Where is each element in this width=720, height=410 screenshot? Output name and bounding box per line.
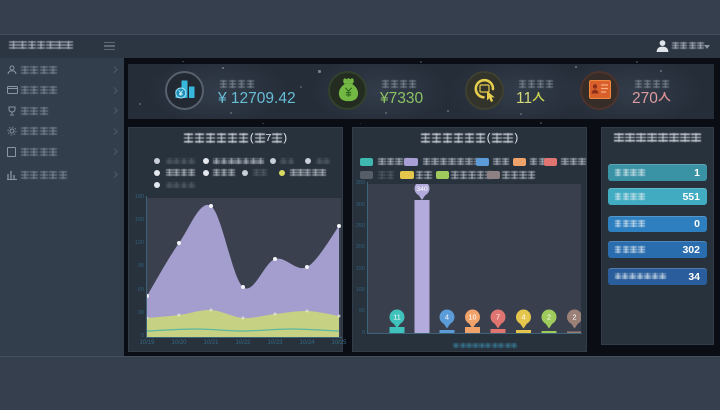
svg-text:4: 4 [445, 313, 449, 322]
svg-text:4: 4 [522, 313, 526, 322]
svg-text:11: 11 [393, 313, 400, 322]
svg-text:2: 2 [547, 313, 551, 322]
svg-text:340: 340 [416, 186, 428, 193]
svg-text:2: 2 [573, 313, 577, 322]
svg-text:10: 10 [469, 313, 477, 322]
svg-text:7: 7 [496, 313, 500, 322]
